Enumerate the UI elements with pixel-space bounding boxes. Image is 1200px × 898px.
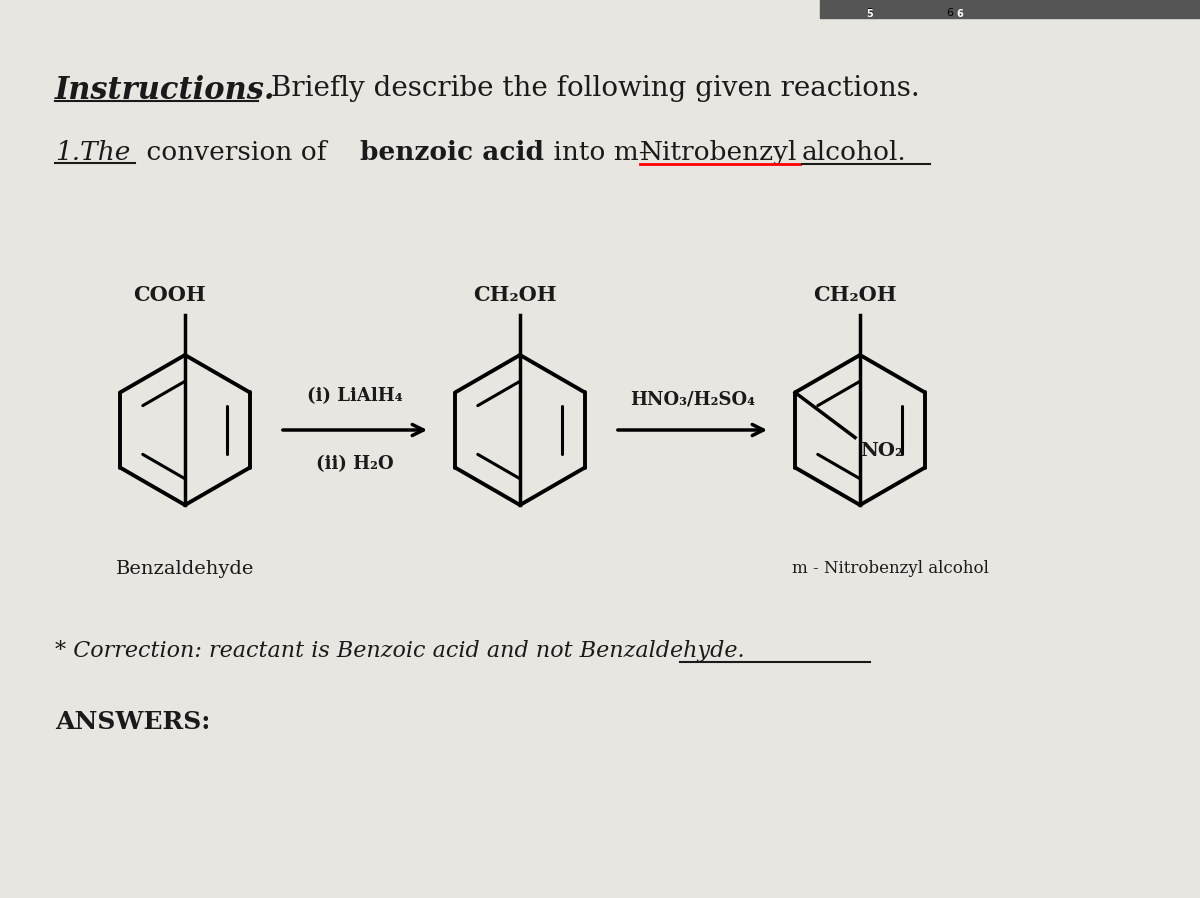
- Text: Nitrobenzyl: Nitrobenzyl: [640, 140, 797, 165]
- Text: into m–: into m–: [545, 140, 652, 165]
- Text: Benzaldehyde: Benzaldehyde: [116, 560, 254, 578]
- Text: HNO₃/H₂SO₄: HNO₃/H₂SO₄: [630, 390, 755, 408]
- Text: Instructions.: Instructions.: [55, 75, 276, 106]
- Text: 6: 6: [947, 8, 954, 18]
- Text: * Correction: reactant is Benzoic acid and not Benzaldehyde.: * Correction: reactant is Benzoic acid a…: [55, 640, 745, 662]
- Text: 6: 6: [956, 9, 964, 19]
- Text: 5: 5: [866, 8, 874, 18]
- Text: 1.The: 1.The: [55, 140, 131, 165]
- Text: (ii) H₂O: (ii) H₂O: [316, 455, 394, 473]
- Text: CH₂OH: CH₂OH: [473, 285, 557, 305]
- Text: conversion of: conversion of: [138, 140, 335, 165]
- Text: alcohol.: alcohol.: [802, 140, 907, 165]
- Text: m - Nitrobenzyl alcohol: m - Nitrobenzyl alcohol: [792, 560, 989, 577]
- Text: CH₂OH: CH₂OH: [814, 285, 896, 305]
- Text: (i) LiAlH₄: (i) LiAlH₄: [307, 387, 403, 405]
- Text: NO₂: NO₂: [860, 443, 904, 461]
- Text: COOH: COOH: [133, 285, 206, 305]
- Text: benzoic acid: benzoic acid: [360, 140, 544, 165]
- Text: ANSWERS:: ANSWERS:: [55, 710, 210, 734]
- Text: 5: 5: [866, 9, 874, 19]
- Text: Briefly describe the following given reactions.: Briefly describe the following given rea…: [262, 75, 919, 102]
- Bar: [820, 0, 1200, 18]
